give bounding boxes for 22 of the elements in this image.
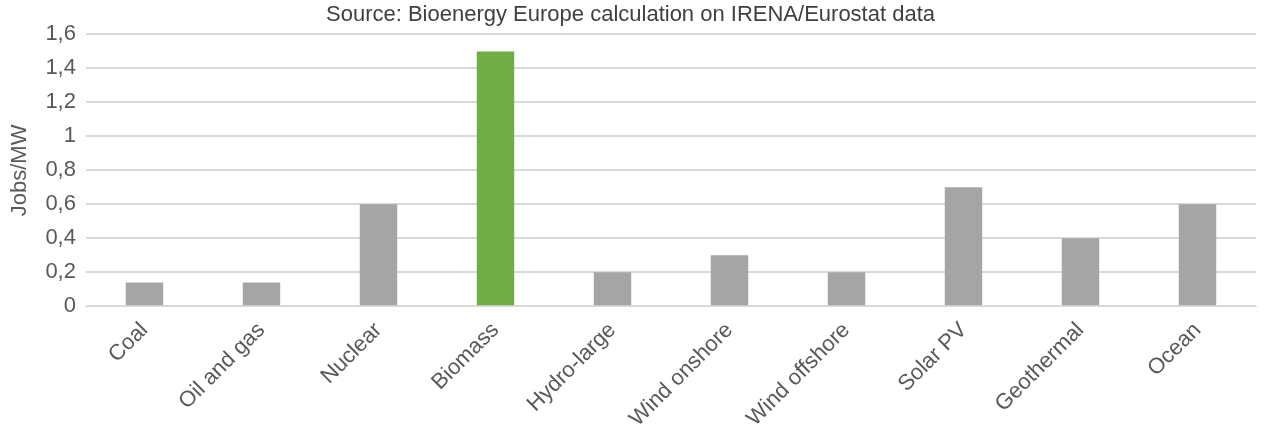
bar	[359, 204, 398, 306]
y-tick-label: 1,2	[45, 88, 76, 114]
chart-title: Source: Bioenergy Europe calculation on IRENA/Eurostat data	[325, 1, 936, 27]
bar	[242, 282, 281, 306]
y-tick-label: 1,6	[45, 20, 76, 46]
y-tick-label: 0,4	[45, 224, 76, 250]
bar	[593, 272, 632, 306]
y-tick-label: 0,8	[45, 156, 76, 182]
y-tick-label: 0,2	[45, 258, 76, 284]
bar	[1178, 204, 1217, 306]
bar	[125, 282, 164, 306]
bar	[710, 255, 749, 306]
y-tick-label: 0,6	[45, 190, 76, 216]
y-axis-title: Jobs/MW	[6, 124, 32, 217]
y-tick-label: 0	[63, 292, 76, 318]
x-tick-label: Oil and gas	[172, 316, 270, 414]
bar	[1061, 238, 1100, 306]
bar	[944, 187, 983, 306]
y-tick-label: 1	[63, 122, 76, 148]
y-tick-label: 1,4	[45, 54, 76, 80]
bar	[827, 272, 866, 306]
bar	[476, 51, 515, 306]
